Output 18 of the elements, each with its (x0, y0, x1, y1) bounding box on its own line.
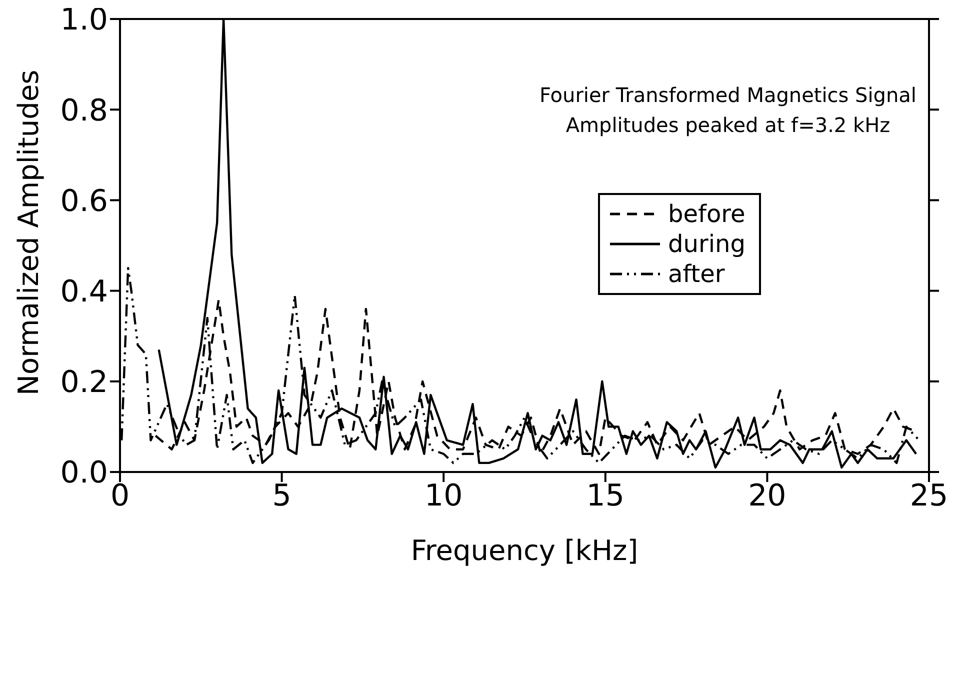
legend-label: after (668, 259, 725, 289)
annotation: Amplitudes peaked at f=3.2 kHz (564, 112, 892, 139)
annotation: Fourier Transformed Magnetics Signal (538, 82, 918, 109)
y-tick-label: 0.0 (60, 456, 108, 491)
y-tick-label: 0.2 (60, 365, 108, 400)
y-axis-title: Normalized Amplitudes (12, 70, 45, 396)
x-tick-label: 10 (424, 478, 463, 514)
legend-label: during (668, 229, 746, 259)
x-axis-title: Frequency [kHz] (410, 534, 638, 567)
y-tick-label: 0.8 (60, 93, 108, 128)
x-tick-label: 0 (110, 478, 130, 514)
x-tick-label: 25 (910, 478, 948, 514)
x-tick-label: 15 (586, 478, 624, 514)
legend-label: before (668, 199, 746, 229)
x-tick-label: 5 (272, 478, 292, 514)
x-tick-label: 20 (748, 478, 786, 514)
y-tick-label: 0.4 (60, 274, 108, 310)
y-tick-label: 0.6 (60, 184, 108, 219)
